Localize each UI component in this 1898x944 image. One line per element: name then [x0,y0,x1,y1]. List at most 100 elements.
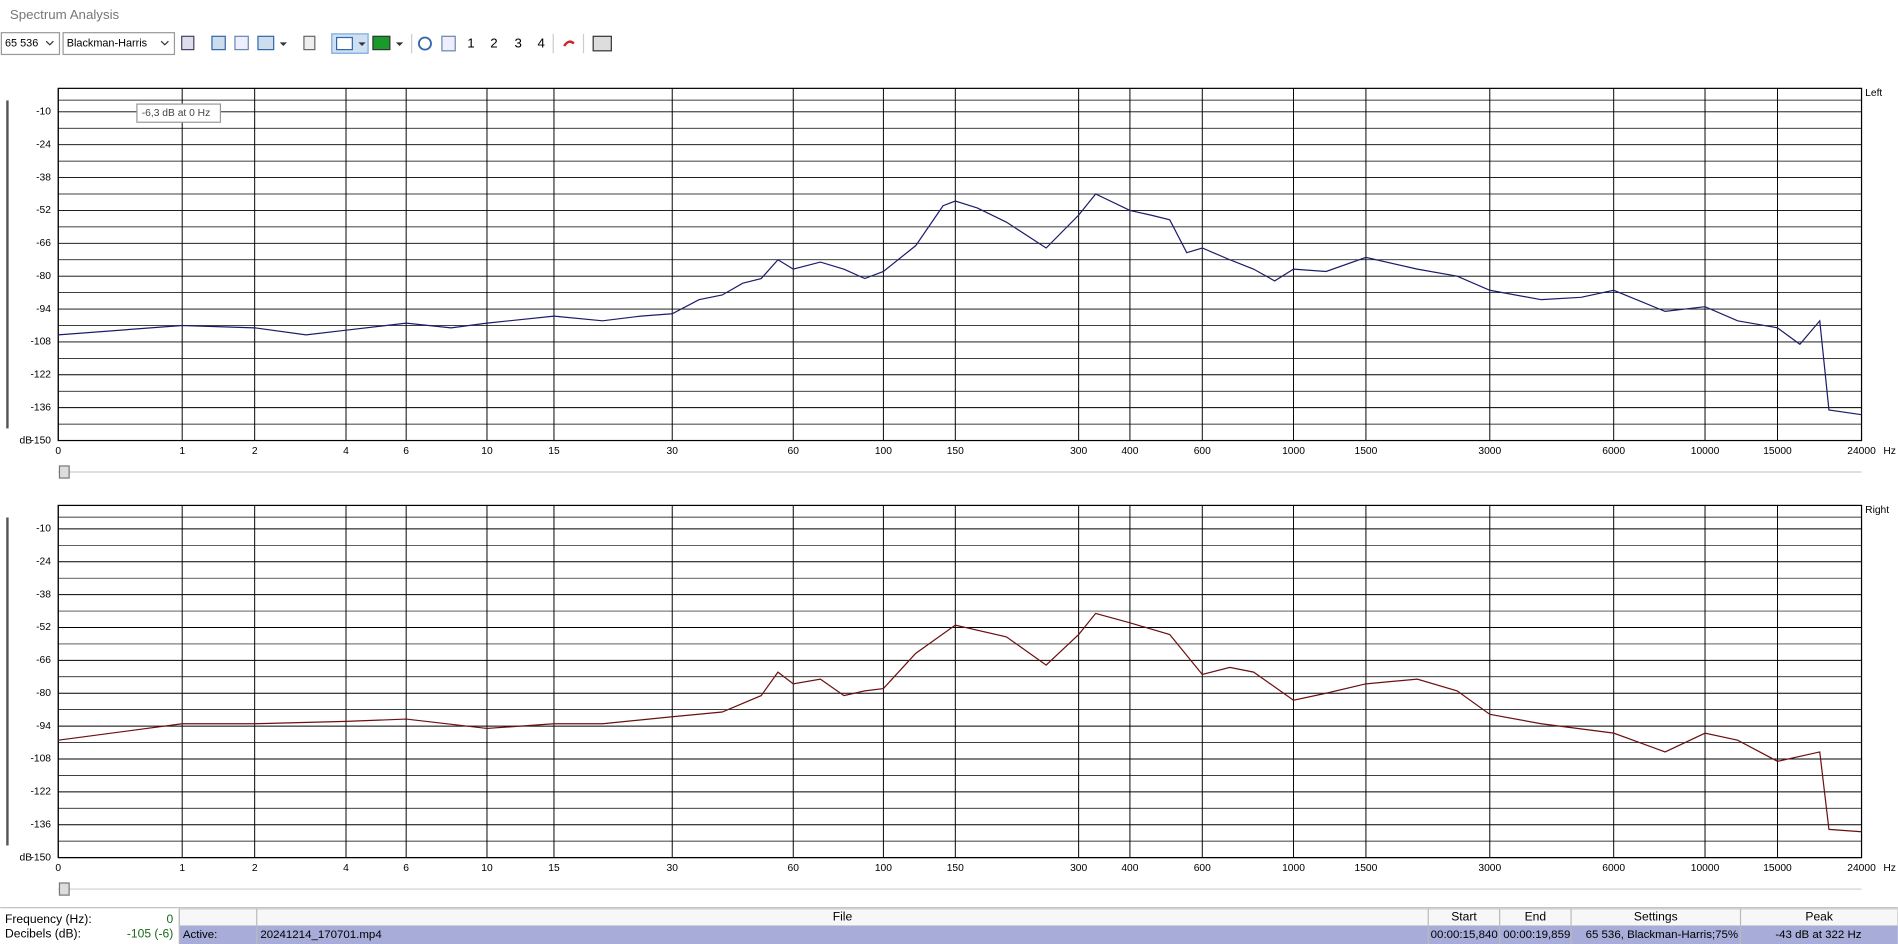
scroll-thumb[interactable] [58,882,70,896]
table-cell: 65 536, Blackman-Harris;75% [1586,929,1739,941]
x-tick-label: 150 [947,446,964,457]
x-unit: Hz [1883,446,1896,457]
channel-buttons: 1 2 3 4 [467,36,545,51]
dropdown-arrow [358,42,366,46]
dropdown-arrow [160,40,169,46]
y-tick-label: -94 [36,721,51,732]
x-unit: Hz [1883,863,1896,874]
y-tick-label: -24 [36,139,51,150]
tool-button[interactable] [234,35,249,51]
x-tick-label: 3000 [1478,863,1501,874]
x-tick-label: 1500 [1355,446,1378,457]
y-tick-label: -24 [36,556,51,567]
x-tick-label: 300 [1070,863,1087,874]
y-tick-label: -10 [36,107,51,118]
column-header: End [1525,910,1547,924]
spectrum-line [58,193,1862,416]
x-tick-label: 30 [667,863,679,874]
x-tick-label: 2 [252,446,258,457]
x-tick-label: 300 [1070,446,1087,457]
y-tick-label: -52 [36,205,51,216]
x-tick-label: 1000 [1282,446,1305,457]
tool-button[interactable] [441,35,456,52]
x-tick-label: 150 [947,863,964,874]
channel-button[interactable]: 1 [467,36,474,51]
active-row[interactable] [179,925,1898,944]
y-tick-label: -122 [30,787,51,798]
table-cell: 00:00:15,840 [1431,929,1498,941]
x-tick-label: 3000 [1478,446,1501,457]
fft-size-dropdown[interactable] [0,32,61,56]
y-tick-label: -136 [30,819,51,830]
tool-button[interactable] [563,40,575,47]
table-cell: -43 dB at 322 Hz [1775,929,1861,941]
x-tick-label: 6 [403,863,409,874]
channel-label: Right [1865,505,1889,516]
x-tick-label: 1500 [1355,863,1378,874]
print-button[interactable] [592,35,612,52]
side-bar [6,517,9,846]
x-tick-label: 10000 [1691,863,1720,874]
tooltip-box [136,103,222,123]
y-tick-label: -38 [36,589,51,600]
x-tick-label: 15 [548,446,560,457]
x-tick-label: 2 [252,863,258,874]
x-tick-label: 600 [1194,863,1211,874]
x-tick-label: 1000 [1282,863,1305,874]
channel-button[interactable]: 2 [490,36,497,51]
spectrum-line [58,612,1862,833]
y-unit: dB [20,435,33,446]
column-header: File [833,910,853,924]
decibels-label: Decibels (dB): [5,927,81,941]
y-tick-label: -38 [36,172,51,183]
scroll-thumb[interactable] [58,465,70,479]
y-tick-label: -80 [36,271,51,282]
plot-area [57,87,1863,442]
tool-button[interactable] [211,35,226,51]
x-tick-label: 6 [403,446,409,457]
x-tick-label: 6000 [1602,863,1625,874]
x-tick-label: 30 [667,446,679,457]
x-tick-label: 400 [1121,863,1138,874]
charts: -10-24-38-52-66-80-94-108-122-136-150dB0… [6,87,1896,896]
y-tick-label: -66 [36,655,51,666]
tool-button[interactable] [372,35,391,51]
x-tick-label: 1 [179,446,185,457]
x-tick-label: 0 [55,446,61,457]
y-tick-label: -52 [36,622,51,633]
dropdown-arrow [45,40,54,46]
dropdown-arrow [395,42,404,46]
x-tick-label: 600 [1194,446,1211,457]
y-tick-label: -150 [30,435,51,446]
frequency-label: Frequency (Hz): [5,912,92,926]
tool-button[interactable] [181,35,195,51]
channel-button[interactable]: 3 [514,36,521,51]
window-function: Blackman-Harris [67,37,148,49]
window-title: Spectrum Analysis [10,7,120,22]
window-dropdown[interactable] [62,32,176,56]
x-tick-label: 60 [788,863,800,874]
x-tick-label: 0 [55,863,61,874]
y-unit: dB [20,852,33,863]
file-table: File Start End Settings Peak Active: 20241214_… [178,908,1862,944]
x-tick-label: 4 [343,446,349,457]
tool-button[interactable] [257,35,275,51]
x-tick-label: 100 [875,446,892,457]
tool-button[interactable] [303,35,316,51]
table-cell: Active: [183,929,217,941]
tool-button[interactable] [418,36,432,51]
x-tick-label: 60 [788,446,800,457]
channel-label: Left [1865,88,1882,99]
x-tick-label: 10 [481,446,493,457]
x-tick-label: 10000 [1691,446,1720,457]
x-tick-label: 15000 [1763,863,1792,874]
tooltip: -6,3 dB at 0 Hz [142,108,210,119]
x-tick-label: 6000 [1602,446,1625,457]
channel-button[interactable]: 4 [537,36,544,51]
status-panel: Frequency (Hz): 0 Decibels (dB): -105 (-… [0,907,1898,944]
y-tick-label: -108 [30,754,51,765]
title-bar [0,0,1898,32]
toolbar: 65 536 Blackman-Harris [0,32,612,56]
